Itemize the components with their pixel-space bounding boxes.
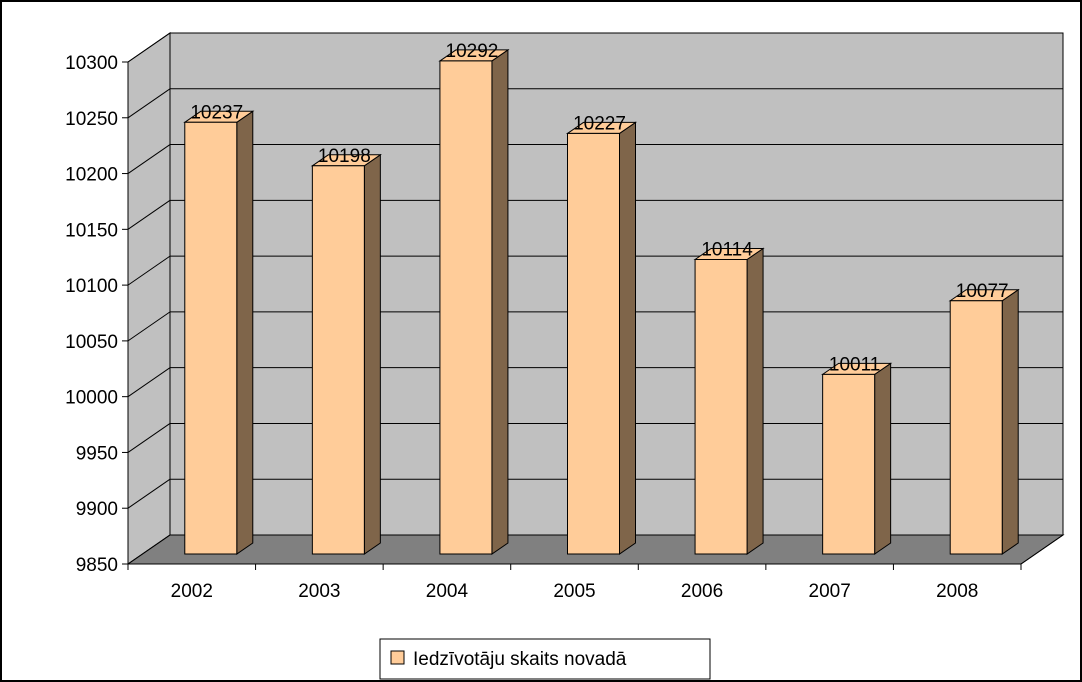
bar-side: [1001, 288, 1019, 555]
y-tick-label: 10250: [65, 109, 118, 130]
x-tick-label: 2006: [681, 581, 723, 602]
bar-side: [874, 362, 892, 555]
x-tick-label: 2008: [936, 581, 978, 602]
x-tick-label: 2005: [553, 581, 595, 602]
x-tick-label: 2002: [171, 581, 213, 602]
gridline-side: [127, 367, 171, 398]
gridline-side: [127, 255, 171, 286]
bar-2005: [565, 121, 638, 555]
gridline-side: [127, 199, 171, 230]
floor-edge: [1020, 534, 1064, 565]
bar-front: [694, 258, 748, 555]
bar-front: [184, 121, 238, 555]
data-label: 10114: [701, 239, 753, 260]
gridline-side: [127, 423, 171, 453]
gridline-side: [127, 88, 171, 119]
y-tick-label: 9850: [76, 555, 118, 576]
bar-2008: [948, 288, 1020, 555]
gridline-side: [127, 534, 171, 565]
gridline-side: [127, 478, 171, 509]
data-label: 10077: [956, 281, 1009, 302]
bar-2003: [310, 153, 382, 555]
y-tick-label: 10150: [65, 220, 118, 241]
y-tick-label: 10200: [65, 165, 118, 186]
bar-2002: [183, 110, 255, 555]
legend-swatch: [390, 650, 405, 665]
value-axis: 9850 9900 9950 10000 10050 10100 10150 10200 102…: [65, 53, 1021, 576]
bar-2006: [693, 247, 765, 555]
y-tick-label: 10000: [65, 388, 118, 409]
bar-front: [822, 373, 876, 555]
bar-side: [619, 121, 636, 555]
bar-side: [491, 48, 509, 555]
bar-side: [363, 153, 381, 555]
y-tick-label: 9950: [76, 443, 118, 464]
x-tick-label: 2004: [426, 581, 469, 602]
data-label: 10237: [190, 102, 243, 123]
bar-side: [746, 247, 764, 555]
gridline-side: [127, 144, 171, 174]
legend-box: [379, 638, 711, 680]
bar-2007: [821, 362, 893, 555]
bar-front: [311, 165, 365, 555]
x-tick-label: 2007: [809, 581, 851, 602]
bar-front: [439, 60, 493, 555]
data-label: 10292: [446, 41, 499, 62]
bar-2004: [438, 48, 510, 555]
data-label: 10227: [573, 113, 626, 134]
bar-front: [949, 300, 1003, 555]
bar-side: [236, 110, 254, 555]
x-tick-label: 2003: [298, 581, 340, 602]
y-tick-label: 10100: [65, 276, 118, 297]
bar-front: [567, 132, 620, 555]
data-label: 10198: [318, 146, 371, 167]
y-tick-label: 10300: [65, 53, 118, 74]
bars: [183, 48, 1020, 555]
data-label: 10011: [829, 354, 880, 375]
gridline-side: [127, 311, 171, 342]
legend-label: Iedzīvotāju skaits novadā: [413, 649, 627, 670]
category-axis: 2002 2003 2004 2005 2006 2007 2008: [127, 564, 1022, 602]
y-tick-label: 10050: [65, 332, 118, 353]
plot-side-wall: [127, 32, 171, 565]
y-tick-label: 9900: [76, 499, 118, 520]
gridline-side: [127, 32, 171, 63]
legend: Iedzīvotāju skaits novadā: [379, 638, 711, 680]
data-labels: 10237 10198 10292 10227 10114 10011 10077: [190, 41, 1008, 375]
